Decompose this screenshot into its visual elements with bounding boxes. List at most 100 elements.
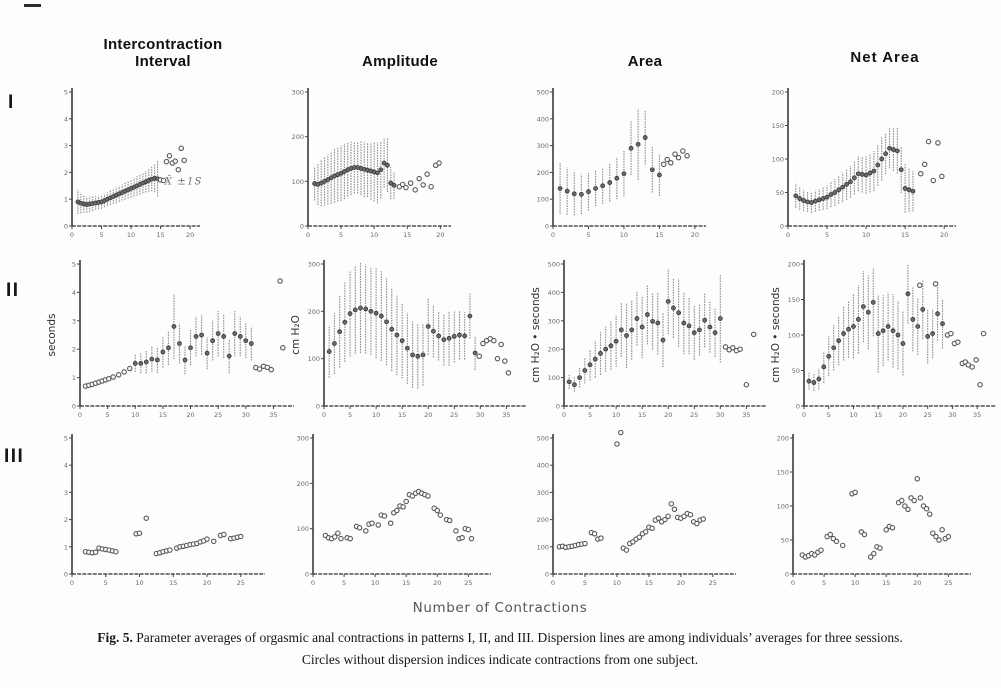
svg-text:0: 0 <box>316 403 320 411</box>
svg-text:150: 150 <box>772 122 784 130</box>
svg-text:15: 15 <box>403 231 411 239</box>
pattern-II-area-plot: cm H₂O • seconds 0 100 200 300 400 500 0 5 10 15 20… <box>530 260 766 419</box>
svg-text:30: 30 <box>716 411 724 419</box>
svg-text:150: 150 <box>788 296 800 304</box>
pattern-I-amplitude-plot: 0 100 200 300 0 5 10 15 20 <box>292 88 451 239</box>
svg-text:0: 0 <box>64 223 68 231</box>
svg-text:15: 15 <box>655 231 663 239</box>
svg-text:5: 5 <box>342 579 346 587</box>
svg-text:15: 15 <box>398 411 406 419</box>
svg-text:10: 10 <box>371 579 379 587</box>
svg-text:20: 20 <box>664 411 672 419</box>
svg-text:200: 200 <box>772 89 784 97</box>
svg-text:25: 25 <box>450 411 458 419</box>
svg-text:400: 400 <box>548 289 560 297</box>
svg-text:5: 5 <box>348 411 352 419</box>
pattern-III-intercontraction-interval-plot: 0 1 2 3 4 5 0 5 10 15 20 25 <box>64 434 265 587</box>
svg-text:15: 15 <box>402 579 410 587</box>
x-axis-label: Number of Contractions <box>412 600 588 616</box>
svg-text:0: 0 <box>70 231 74 239</box>
svg-text:0: 0 <box>72 403 76 411</box>
svg-text:4: 4 <box>64 462 68 470</box>
svg-text:0: 0 <box>796 403 800 411</box>
pattern-II-intercontraction-interval-plot: seconds 0 1 2 3 4 5 0 5 10 15 20 25 30 35 <box>46 260 294 419</box>
svg-text:25: 25 <box>690 411 698 419</box>
svg-text:100: 100 <box>788 332 800 340</box>
pattern-III-net-area-plot: 0 50 100 150 200 0 5 10 15 20 25 <box>777 434 971 587</box>
svg-text:4: 4 <box>64 115 68 123</box>
svg-text:0: 0 <box>786 231 790 239</box>
svg-text:cm H₂O • seconds: cm H₂O • seconds <box>770 287 782 383</box>
svg-text:seconds: seconds <box>46 314 58 357</box>
svg-text:100: 100 <box>777 503 789 511</box>
svg-text:25: 25 <box>214 411 222 419</box>
column-header-amplitude: Amplitude <box>361 53 439 70</box>
svg-text:0: 0 <box>562 411 566 419</box>
svg-text:400: 400 <box>537 115 549 123</box>
caption-fig-label: Fig. 5. <box>97 630 133 645</box>
svg-text:0: 0 <box>311 579 315 587</box>
svg-text:300: 300 <box>537 142 549 150</box>
svg-text:0: 0 <box>802 411 806 419</box>
svg-text:200: 200 <box>308 308 320 316</box>
column-header-area: Area <box>627 53 663 70</box>
svg-text:100: 100 <box>772 156 784 164</box>
svg-text:30: 30 <box>948 411 956 419</box>
svg-text:15: 15 <box>638 411 646 419</box>
svg-text:0: 0 <box>780 223 784 231</box>
chart-pattern-I-net-area: 0 50 100 150 200 0 5 10 15 20 <box>768 84 958 244</box>
svg-text:50: 50 <box>781 537 789 545</box>
column-header-intercontraction-interval: Intercontraction Interval <box>103 36 223 71</box>
svg-text:5: 5 <box>588 411 592 419</box>
svg-text:10: 10 <box>135 579 143 587</box>
caption-line1: Parameter averages of orgasmic anal cont… <box>136 630 903 645</box>
svg-text:4: 4 <box>72 289 76 297</box>
svg-text:25: 25 <box>709 579 717 587</box>
svg-text:0: 0 <box>545 571 549 579</box>
svg-text:100: 100 <box>297 525 309 533</box>
svg-text:0: 0 <box>64 571 68 579</box>
svg-text:0: 0 <box>785 571 789 579</box>
svg-text:10: 10 <box>612 411 620 419</box>
chart-pattern-II-intercontraction-interval: seconds 0 1 2 3 4 5 0 5 10 15 20 25 30 35 <box>44 256 296 424</box>
svg-text:0: 0 <box>300 223 304 231</box>
column-header-net-area: Net Area <box>850 49 920 66</box>
svg-text:0: 0 <box>70 579 74 587</box>
svg-text:5: 5 <box>106 411 110 419</box>
svg-text:0: 0 <box>551 579 555 587</box>
svg-text:10: 10 <box>851 579 859 587</box>
svg-text:200: 200 <box>292 133 304 141</box>
svg-text:1: 1 <box>72 374 76 382</box>
svg-text:5: 5 <box>104 579 108 587</box>
svg-text:3: 3 <box>64 142 68 150</box>
svg-text:150: 150 <box>777 469 789 477</box>
svg-text:0: 0 <box>556 403 560 411</box>
svg-text:20: 20 <box>899 411 907 419</box>
chart-pattern-II-area: cm H₂O • seconds 0 100 200 300 400 500 0 5 10 15 20… <box>528 256 768 424</box>
svg-text:35: 35 <box>973 411 981 419</box>
svg-text:200: 200 <box>537 169 549 177</box>
pattern-II-amplitude-plot: cm H₂O 0 100 200 300 0 5 10 15 20 25 30 35 <box>290 260 526 419</box>
svg-text:100: 100 <box>308 355 320 363</box>
chart-pattern-III-intercontraction-interval: 0 1 2 3 4 5 0 5 10 15 20 25 <box>52 430 267 592</box>
svg-text:500: 500 <box>537 89 549 97</box>
svg-text:2: 2 <box>72 346 76 354</box>
svg-text:100: 100 <box>292 178 304 186</box>
svg-text:25: 25 <box>464 579 472 587</box>
row-label-pattern-III: III <box>4 446 25 467</box>
svg-text:15: 15 <box>159 411 167 419</box>
chart-pattern-II-net-area: cm H₂O • seconds 0 50 100 150 200 0 5 10 15 20 25 30… <box>768 256 998 424</box>
svg-text:15: 15 <box>901 231 909 239</box>
svg-text:15: 15 <box>874 411 882 419</box>
svg-text:5: 5 <box>64 435 68 443</box>
svg-text:20: 20 <box>913 579 921 587</box>
svg-text:300: 300 <box>537 489 549 497</box>
pattern-I-area-plot: 0 100 200 300 400 500 0 5 10 15 20 <box>537 88 706 239</box>
svg-text:15: 15 <box>645 579 653 587</box>
pattern-II-net-area-plot: cm H₂O • seconds 0 50 100 150 200 0 5 10 15 20 25 30… <box>770 260 996 419</box>
svg-text:200: 200 <box>537 516 549 524</box>
scan-artifact-dash <box>24 4 41 7</box>
svg-text:0: 0 <box>322 411 326 419</box>
svg-text:10: 10 <box>620 231 628 239</box>
svg-text:X̄ ±1SD: X̄ ±1SD <box>164 176 202 188</box>
